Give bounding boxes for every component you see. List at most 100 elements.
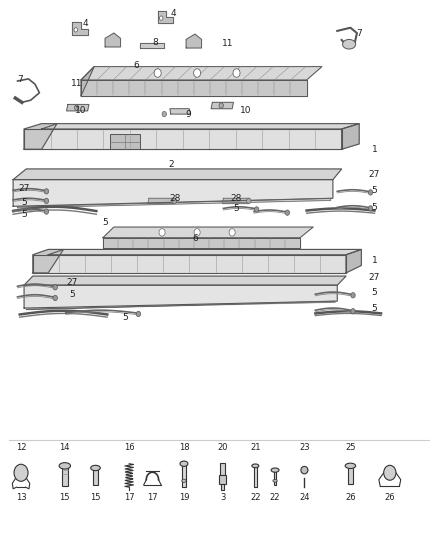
Ellipse shape [182,479,186,482]
Text: 4: 4 [83,20,88,28]
Polygon shape [81,80,307,96]
Bar [93,468,98,485]
Polygon shape [105,33,120,47]
Circle shape [14,464,28,481]
Text: 28: 28 [170,194,181,203]
Circle shape [44,198,49,204]
Text: 10: 10 [75,106,87,115]
Text: 26: 26 [385,494,395,502]
Text: 4: 4 [170,9,176,18]
Text: 3: 3 [220,494,225,502]
Circle shape [74,105,79,110]
Text: 1: 1 [371,256,378,264]
Polygon shape [140,43,164,48]
Ellipse shape [345,463,356,469]
Ellipse shape [301,466,308,474]
Text: 28: 28 [231,194,242,203]
Circle shape [154,69,161,77]
Text: 1: 1 [371,145,378,154]
Text: 24: 24 [299,494,310,502]
Circle shape [384,465,396,480]
Text: 5: 5 [21,210,27,219]
Circle shape [233,69,240,77]
Text: 15: 15 [60,494,70,502]
Text: 5: 5 [371,187,378,195]
Polygon shape [148,198,175,204]
Polygon shape [211,102,233,109]
Text: 10: 10 [240,106,251,115]
Polygon shape [67,104,89,111]
Text: 9: 9 [185,110,191,119]
Polygon shape [26,301,335,310]
Polygon shape [24,129,342,149]
Polygon shape [72,22,88,35]
Text: 19: 19 [179,494,189,502]
Text: 5: 5 [371,204,378,212]
Text: 17: 17 [147,494,158,502]
Text: 5: 5 [371,288,378,296]
Bar [182,464,186,487]
Polygon shape [346,249,361,273]
Text: 5: 5 [122,313,128,321]
Text: 22: 22 [250,494,261,502]
Polygon shape [170,109,191,114]
Text: 20: 20 [217,443,228,452]
Text: 26: 26 [345,494,356,502]
Circle shape [351,293,355,298]
Bar [254,466,257,487]
Ellipse shape [343,39,356,49]
Text: 22: 22 [270,494,280,502]
Text: 15: 15 [90,494,101,502]
Text: 27: 27 [369,273,380,281]
Circle shape [285,210,290,215]
Circle shape [136,311,141,317]
Ellipse shape [180,461,188,466]
Text: 7: 7 [17,76,23,84]
Circle shape [172,198,177,204]
Ellipse shape [252,464,259,468]
Bar [348,466,353,484]
Bar [274,470,276,485]
Ellipse shape [91,465,100,471]
Bar [110,134,140,149]
Polygon shape [13,180,333,206]
Circle shape [368,206,373,211]
Circle shape [44,209,49,214]
Polygon shape [103,227,313,238]
Text: 21: 21 [250,443,261,452]
Circle shape [254,207,259,212]
Text: 7: 7 [356,29,362,37]
Circle shape [247,198,251,204]
Polygon shape [24,124,57,149]
Polygon shape [42,124,359,129]
Circle shape [368,190,373,195]
Polygon shape [24,276,346,285]
Text: 12: 12 [16,443,26,452]
Text: 27: 27 [67,278,78,287]
Polygon shape [158,11,173,23]
Polygon shape [342,124,359,149]
Ellipse shape [273,480,277,482]
Text: 17: 17 [124,494,134,502]
Polygon shape [18,198,331,208]
Text: 23: 23 [299,443,310,452]
Text: 6: 6 [192,235,198,243]
Bar [221,484,224,490]
Polygon shape [103,238,300,248]
Text: 2: 2 [168,160,173,168]
Bar [62,466,68,486]
Bar [219,475,226,484]
Text: 5: 5 [233,205,240,213]
Ellipse shape [271,468,279,472]
Polygon shape [33,255,346,273]
Text: 13: 13 [16,494,26,502]
Polygon shape [24,285,337,308]
Text: 5: 5 [21,198,27,207]
Text: 18: 18 [179,443,189,452]
Circle shape [351,309,355,314]
Text: 5: 5 [69,290,75,298]
Circle shape [159,16,163,20]
Polygon shape [223,198,250,204]
Text: 6: 6 [133,61,139,69]
Polygon shape [186,34,201,48]
